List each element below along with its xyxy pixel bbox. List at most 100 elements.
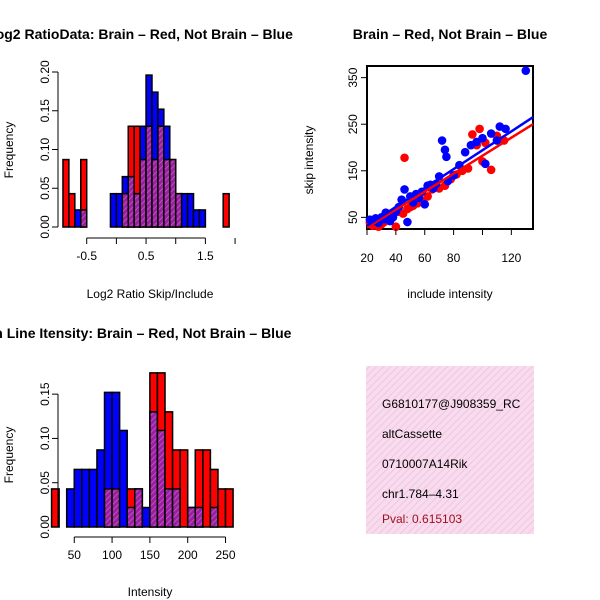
not-brain-point bbox=[420, 200, 430, 209]
brain-point bbox=[468, 130, 477, 139]
y-tick-label: 350 bbox=[346, 67, 360, 87]
x-tick-label: -0.5 bbox=[76, 249, 97, 263]
histogram-overlap-bar bbox=[164, 488, 174, 528]
event-type: altCassette bbox=[382, 427, 442, 441]
info-panel-background bbox=[366, 366, 534, 534]
histogram-bar bbox=[217, 488, 227, 528]
x-tick-label: 100 bbox=[102, 548, 122, 562]
histogram-overlap-bar bbox=[80, 209, 88, 228]
brain-point bbox=[400, 153, 409, 163]
histogram-bar bbox=[222, 192, 230, 228]
chart3-title: Exon Line Itensity: Brain – Red, Not Bra… bbox=[0, 325, 292, 341]
exon-intensity-histogram: Exon Line Itensity: Brain – Red, Not Bra… bbox=[0, 325, 292, 599]
y-tick-label: 0.05 bbox=[38, 471, 52, 495]
histogram-overlap-bar bbox=[171, 488, 181, 528]
histogram-overlap-bar bbox=[169, 158, 177, 228]
log2-ratio-histogram: Log2 RatioData: Brain – Red, Not Brain –… bbox=[0, 26, 293, 301]
histogram-overlap-bar bbox=[157, 125, 165, 228]
histogram-overlap-bar bbox=[194, 506, 204, 528]
brain-point bbox=[486, 165, 496, 175]
histogram-overlap-bar bbox=[145, 125, 153, 228]
x-tick-label: 120 bbox=[501, 251, 521, 265]
x-tick-label: 40 bbox=[389, 251, 403, 265]
chart1-y-label: Frequency bbox=[2, 122, 16, 179]
histogram-bar bbox=[65, 488, 76, 528]
y-tick-label: 0.10 bbox=[38, 426, 52, 450]
not-brain-fit-line bbox=[366, 116, 534, 227]
histogram-overlap-bar bbox=[174, 192, 183, 228]
brain-point bbox=[475, 124, 484, 134]
y-tick-label: 0.15 bbox=[38, 382, 52, 406]
chart2-x-axis: 20 40 60 80 120 bbox=[360, 229, 522, 265]
p-value: Pval: 0.615103 bbox=[382, 512, 462, 526]
histogram-bar bbox=[88, 468, 98, 528]
not-brain-point bbox=[501, 124, 510, 134]
histogram-bar bbox=[186, 192, 195, 228]
histogram-bar bbox=[192, 209, 201, 228]
chart3-y-axis: 0.00 0.05 0.10 0.15 bbox=[38, 382, 59, 539]
histogram-bar bbox=[224, 488, 234, 528]
brain-fit-line bbox=[366, 123, 534, 229]
chart1-title: Log2 RatioData: Brain – Red, Not Brain –… bbox=[0, 26, 293, 42]
y-tick-label: 0.05 bbox=[38, 176, 52, 200]
y-tick-label: 0.00 bbox=[38, 515, 52, 539]
histogram-overlap-bar bbox=[163, 158, 171, 228]
chart1-bars bbox=[62, 74, 230, 228]
chart1-x-label: Log2 Ratio Skip/Include bbox=[87, 287, 214, 301]
chart3-x-axis: 50 100 150 200 250 bbox=[68, 536, 236, 562]
x-tick-label: 150 bbox=[140, 548, 160, 562]
histogram-bar bbox=[141, 506, 151, 528]
histogram-overlap-bar bbox=[209, 506, 219, 528]
not-brain-point bbox=[481, 159, 490, 169]
x-tick-label: 0.5 bbox=[138, 249, 155, 263]
y-tick-label: 150 bbox=[346, 160, 360, 180]
histogram-overlap-bar bbox=[127, 175, 135, 228]
chart2-title: Brain – Red, Not Brain – Blue bbox=[353, 26, 548, 42]
histogram-overlap-bar bbox=[186, 506, 197, 528]
chart1-x-axis: -0.5 0.5 1.5 bbox=[76, 237, 236, 263]
chart2-plot-frame bbox=[366, 65, 534, 230]
histogram-overlap-bar bbox=[134, 488, 144, 528]
y-tick-label: 250 bbox=[346, 114, 360, 134]
x-tick-label: 200 bbox=[178, 548, 198, 562]
chromosome-location: chr1.784–4.31 bbox=[382, 487, 459, 501]
histogram-overlap-bar bbox=[111, 488, 121, 528]
not-brain-point bbox=[521, 66, 531, 75]
x-tick-label: 60 bbox=[418, 251, 432, 265]
not-brain-point bbox=[437, 136, 447, 145]
chart1-y-axis: 0.00 0.05 0.10 0.15 0.20 bbox=[38, 60, 59, 239]
histogram-overlap-bar bbox=[149, 411, 159, 528]
intensity-scatter-plot: Brain – Red, Not Brain – Blue 50 150 250 35… bbox=[302, 26, 547, 301]
histogram-bar bbox=[180, 192, 189, 228]
x-tick-label: 50 bbox=[68, 548, 82, 562]
histogram-bar bbox=[68, 192, 76, 228]
histogram-bar bbox=[62, 158, 70, 228]
histogram-overlap-bar bbox=[121, 192, 129, 228]
histogram-overlap-bar bbox=[156, 429, 166, 528]
histogram-bar bbox=[179, 449, 189, 528]
probe-id: G6810177@J908359_RC bbox=[382, 397, 521, 411]
not-brain-point bbox=[486, 129, 496, 138]
histogram-overlap-bar bbox=[126, 506, 136, 528]
x-tick-label: 1.5 bbox=[197, 249, 214, 263]
not-brain-point bbox=[460, 147, 470, 157]
chart2-y-label: skip intensity bbox=[302, 126, 316, 195]
y-tick-label: 0.10 bbox=[38, 137, 52, 161]
histogram-overlap-bar bbox=[139, 158, 147, 228]
chart2-y-axis: 50 150 250 350 bbox=[346, 67, 367, 224]
histogram-bar bbox=[118, 429, 128, 528]
histogram-overlap-bar bbox=[151, 158, 159, 228]
histogram-bar bbox=[96, 449, 106, 528]
not-brain-point bbox=[478, 133, 487, 143]
histogram-overlap-bar bbox=[103, 488, 113, 528]
y-tick-label: 0.15 bbox=[38, 99, 52, 123]
histogram-bar bbox=[198, 209, 207, 228]
not-brain-point bbox=[442, 152, 451, 162]
histogram-overlap-bar bbox=[133, 192, 141, 228]
histogram-bar bbox=[109, 192, 118, 228]
histogram-bar bbox=[74, 209, 82, 228]
chart2-points bbox=[365, 66, 531, 231]
histogram-bar bbox=[73, 468, 83, 528]
y-tick-label: 0.00 bbox=[38, 215, 52, 239]
